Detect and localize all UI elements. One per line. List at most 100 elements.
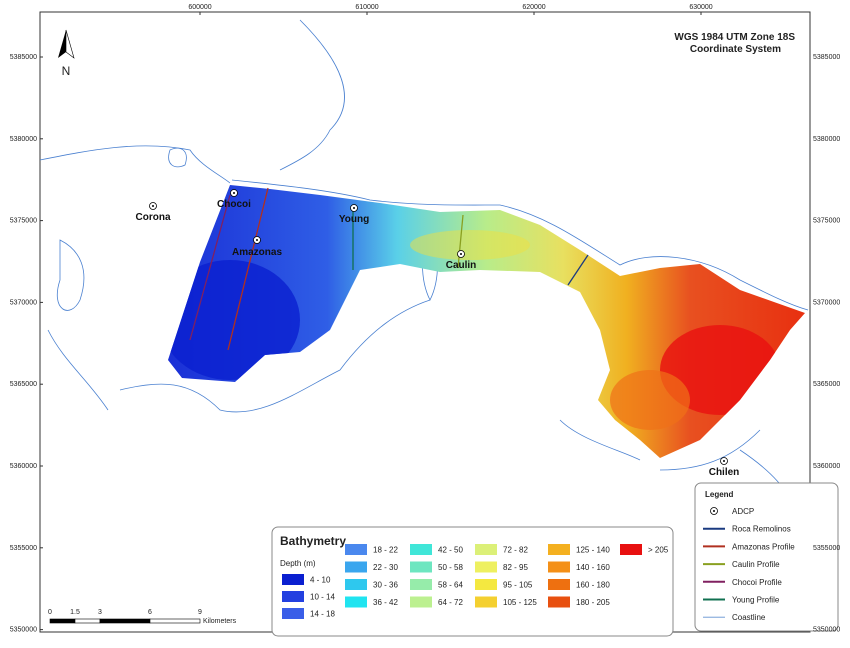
scale-label: 3	[98, 609, 102, 616]
y-coord-label: 5375000	[10, 218, 37, 225]
depth-label: 22 - 30	[373, 563, 398, 572]
depth-swatch	[345, 579, 367, 590]
depth-swatch	[410, 561, 432, 573]
depth-label: 36 - 42	[373, 598, 398, 607]
profiles	[189, 187, 589, 351]
scale-label: 1.5	[70, 609, 80, 616]
scale-label: 0	[48, 609, 52, 616]
depth-label: 58 - 64	[438, 581, 463, 590]
depth-swatch	[620, 544, 642, 555]
depth-swatch	[548, 579, 570, 590]
y-coord-label: 5360000	[813, 463, 840, 470]
y-coord-label: 5365000	[813, 381, 840, 388]
y-coord-label: 5350000	[813, 627, 840, 634]
legend-title: Legend	[705, 490, 734, 499]
depth-swatch	[345, 544, 367, 555]
depth-label: 72 - 82	[503, 546, 528, 555]
x-coord-label: 630000	[689, 4, 712, 11]
crs-line: Coordinate System	[690, 44, 781, 55]
depth-swatch	[475, 561, 497, 573]
scale-segment	[99, 618, 151, 624]
depth-label: 10 - 14	[310, 593, 335, 602]
y-coord-label: 5355000	[813, 545, 840, 552]
adcp-dot	[233, 192, 235, 194]
adcp-dot	[353, 207, 355, 209]
scale-unit: Kilometers	[203, 618, 237, 625]
depth-label: 160 - 180	[576, 581, 610, 590]
y-coord-label: 5355000	[10, 545, 37, 552]
depth-swatch	[282, 591, 304, 602]
depth-label: 95 - 105	[503, 581, 533, 590]
y-coord-label: 5370000	[813, 299, 840, 306]
depth-label: 140 - 160	[576, 563, 610, 572]
adcp-dot	[152, 205, 154, 207]
depth-label: > 205	[648, 546, 669, 555]
legend-box	[694, 482, 839, 632]
depth-swatch	[410, 544, 432, 555]
site-label: Caulin	[446, 260, 477, 271]
legend-label: Caulin Profile	[732, 560, 780, 569]
scale-segment	[74, 618, 101, 624]
adcp-dot	[460, 253, 462, 255]
scale-segment	[49, 618, 76, 624]
legend-label: ADCP	[732, 507, 754, 516]
scale-label: 6	[148, 609, 152, 616]
depth-label: 180 - 205	[576, 598, 610, 607]
bathymetry-box	[271, 526, 674, 637]
y-coord-label: 5370000	[10, 299, 37, 306]
site-label: Chocoi	[217, 199, 251, 210]
north-label: N	[62, 64, 71, 78]
depth-label: 125 - 140	[576, 546, 610, 555]
coastline	[39, 19, 809, 521]
legend-label: Amazonas Profile	[732, 542, 795, 551]
depth-label: 50 - 58	[438, 563, 463, 572]
depth-label: 64 - 72	[438, 598, 463, 607]
legend-symbol	[713, 510, 715, 512]
x-coord-label: 600000	[188, 4, 211, 11]
depth-swatch	[282, 608, 304, 619]
depth-label: 18 - 22	[373, 546, 398, 555]
legend-label: Coastline	[732, 613, 766, 622]
depth-label: 30 - 36	[373, 581, 398, 590]
depth-label: 105 - 125	[503, 598, 537, 607]
site-label: Amazonas	[232, 247, 282, 258]
adcp-dot	[723, 460, 725, 462]
depth-label: 82 - 95	[503, 563, 528, 572]
depth-swatch	[282, 574, 304, 585]
depth-swatch	[548, 544, 570, 555]
site-label: Chilen	[709, 467, 740, 478]
legend-label: Chocoi Profile	[732, 578, 782, 587]
y-coord-label: 5380000	[813, 136, 840, 143]
depth-swatch	[410, 579, 432, 590]
site-label: Young	[339, 214, 369, 225]
y-coord-label: 5350000	[10, 627, 37, 634]
depth-label: 42 - 50	[438, 546, 463, 555]
depth-swatch	[410, 596, 432, 608]
adcp-dot	[256, 239, 258, 241]
x-coord-label: 620000	[522, 4, 545, 11]
depth-label: 4 - 10	[310, 576, 331, 585]
y-coord-label: 5385000	[813, 54, 840, 61]
depth-label: 14 - 18	[310, 610, 335, 619]
site-label: Corona	[136, 212, 171, 223]
y-coord-label: 5360000	[10, 463, 37, 470]
legend-label: Roca Remolinos	[732, 525, 791, 534]
y-coord-label: 5375000	[813, 218, 840, 225]
depth-swatch	[345, 596, 367, 608]
depth-swatch	[548, 561, 570, 573]
depth-swatch	[475, 544, 497, 555]
y-coord-label: 5385000	[10, 54, 37, 61]
legend-label: Young Profile	[732, 596, 780, 605]
bathymetry-title: Bathymetry	[280, 534, 346, 548]
scale-segment	[149, 618, 201, 624]
y-coord-label: 5365000	[10, 381, 37, 388]
depth-swatch	[548, 596, 570, 608]
north-arrow: N	[58, 29, 75, 78]
depth-swatch	[345, 561, 367, 573]
y-coord-label: 5380000	[10, 136, 37, 143]
scale-label: 9	[198, 609, 202, 616]
x-coord-label: 610000	[355, 4, 378, 11]
depth-swatch	[475, 596, 497, 608]
crs-line: WGS 1984 UTM Zone 18S	[674, 32, 795, 43]
